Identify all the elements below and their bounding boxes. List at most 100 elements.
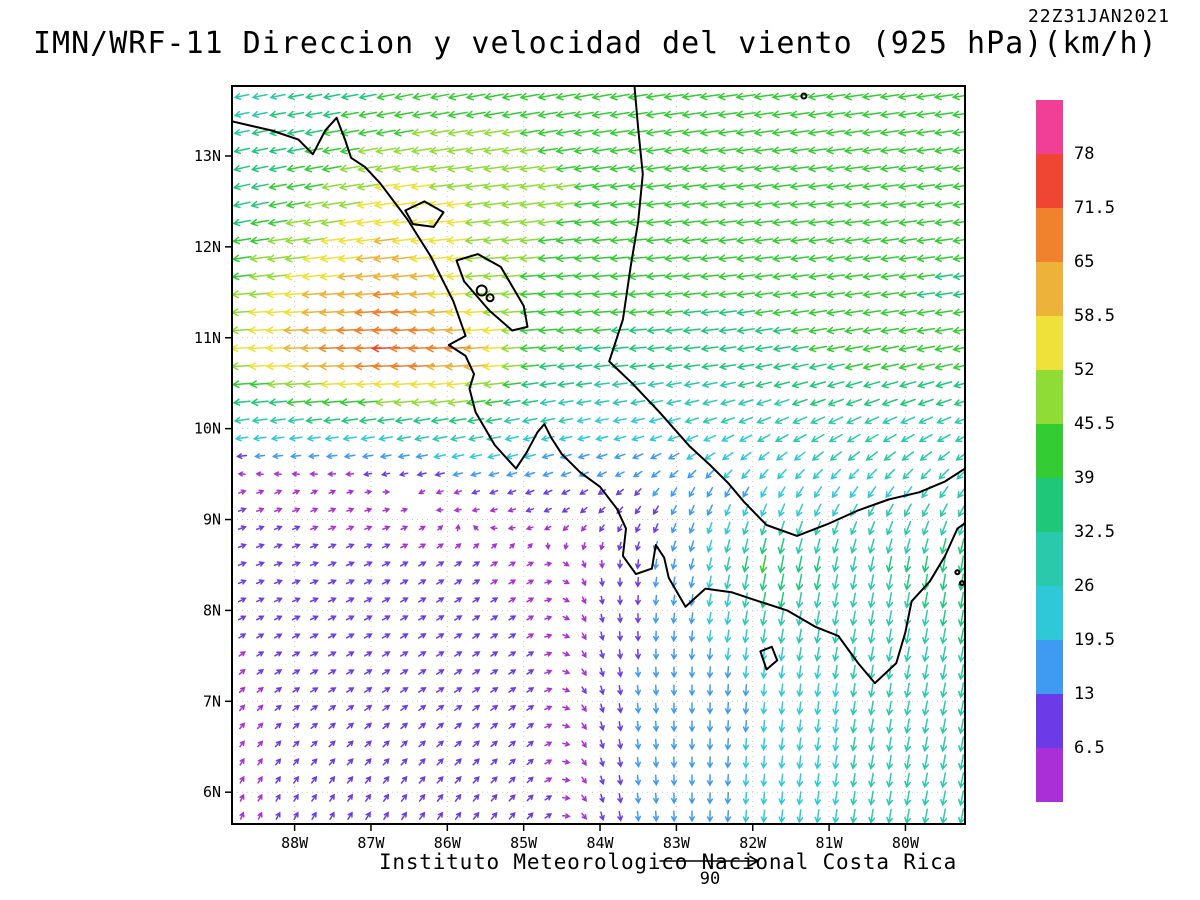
wind-arrow bbox=[922, 610, 930, 627]
wind-arrow bbox=[237, 579, 247, 585]
wind-arrow bbox=[760, 809, 768, 824]
wind-arrow bbox=[288, 434, 303, 442]
wind-arrow bbox=[237, 471, 246, 477]
wind-arrow bbox=[699, 182, 720, 191]
wind-arrow bbox=[897, 164, 918, 173]
wind-arrow bbox=[921, 591, 930, 609]
wind-arrow bbox=[580, 524, 587, 532]
wind-arrow bbox=[360, 434, 375, 442]
wind-arrow bbox=[371, 326, 400, 335]
wind-arrow bbox=[508, 615, 517, 621]
wind-arrow bbox=[683, 362, 701, 370]
wind-arrow bbox=[544, 777, 553, 783]
wind-arrow bbox=[885, 538, 893, 555]
wind-arrow bbox=[340, 110, 359, 119]
wind-arrow bbox=[523, 471, 536, 478]
wind-arrow bbox=[309, 471, 319, 477]
wind-arrow bbox=[939, 591, 948, 609]
wind-arrow bbox=[268, 182, 287, 191]
wind-arrow bbox=[688, 558, 695, 571]
wind-arrow bbox=[555, 272, 576, 281]
wind-arrow bbox=[778, 486, 786, 499]
wind-arrow bbox=[686, 452, 698, 460]
wind-arrow bbox=[320, 200, 343, 209]
wind-arrow bbox=[850, 736, 858, 752]
pacific-coastline bbox=[232, 116, 965, 685]
wind-arrow bbox=[274, 704, 282, 712]
wind-arrow bbox=[861, 146, 882, 155]
wind-arrow bbox=[663, 164, 684, 173]
wind-arrow bbox=[868, 503, 876, 518]
wind-arrow bbox=[537, 110, 558, 119]
wind-arrow bbox=[706, 702, 714, 715]
wind-arrow bbox=[670, 666, 678, 679]
wind-arrow bbox=[544, 795, 553, 801]
wind-arrow bbox=[376, 92, 395, 101]
wind-arrow bbox=[617, 720, 624, 732]
x-tick-label: 83W bbox=[663, 834, 691, 852]
wind-arrow bbox=[248, 362, 272, 371]
wind-arrow bbox=[843, 236, 864, 245]
wind-arrow bbox=[400, 507, 409, 513]
wind-arrow bbox=[742, 538, 749, 555]
wind-arrow bbox=[257, 793, 263, 802]
wind-arrow bbox=[742, 521, 749, 536]
wind-arrow bbox=[591, 128, 612, 137]
wind-arrow bbox=[670, 792, 678, 805]
wind-arrow bbox=[508, 776, 516, 784]
wind-arrow bbox=[862, 326, 882, 335]
wind-arrow bbox=[558, 435, 573, 442]
wind-arrow bbox=[453, 687, 463, 693]
wind-arrow bbox=[327, 651, 337, 657]
wind-arrow bbox=[429, 128, 450, 137]
wind-arrow bbox=[237, 543, 247, 549]
wind-arrow bbox=[667, 452, 680, 460]
wind-arrow bbox=[519, 236, 541, 245]
wind-arrow bbox=[850, 628, 858, 645]
wind-arrow bbox=[904, 592, 912, 609]
wind-arrow bbox=[328, 489, 337, 495]
wind-arrow bbox=[939, 520, 948, 537]
wind-arrow bbox=[355, 218, 380, 227]
wind-arrow bbox=[448, 416, 467, 425]
wind-arrow bbox=[232, 326, 253, 335]
wind-arrow bbox=[701, 399, 718, 406]
wind-arrow bbox=[617, 523, 623, 533]
wind-arrow bbox=[724, 592, 732, 608]
wind-arrow bbox=[904, 664, 912, 681]
wind-arrow bbox=[832, 754, 840, 770]
wind-arrow bbox=[382, 758, 390, 766]
wind-arrow bbox=[670, 756, 678, 769]
wind-arrow bbox=[897, 200, 918, 209]
wind-arrow bbox=[509, 543, 516, 549]
wind-arrow bbox=[562, 651, 571, 657]
wind-arrow bbox=[771, 92, 792, 101]
wind-arrow bbox=[814, 665, 822, 680]
wind-arrow bbox=[904, 808, 912, 824]
wind-arrow bbox=[301, 272, 326, 281]
wind-arrow bbox=[699, 92, 720, 101]
wind-arrow bbox=[375, 398, 397, 407]
wind-arrow bbox=[436, 579, 445, 585]
wind-arrow bbox=[724, 504, 731, 517]
wind-arrow bbox=[490, 740, 499, 748]
wind-arrow bbox=[724, 647, 732, 662]
wind-arrow bbox=[832, 592, 840, 609]
wind-arrow bbox=[346, 704, 355, 711]
wind-arrow bbox=[700, 326, 719, 335]
wind-arrow bbox=[760, 628, 768, 645]
wind-arrow bbox=[958, 754, 965, 771]
wind-arrow bbox=[825, 128, 846, 137]
wind-arrow bbox=[593, 398, 610, 406]
wind-arrow bbox=[428, 182, 451, 191]
wind-arrow bbox=[381, 651, 391, 657]
wind-arrow bbox=[832, 574, 840, 591]
wind-arrow bbox=[454, 615, 463, 621]
wind-arrow bbox=[346, 687, 355, 693]
wind-arrow bbox=[292, 669, 301, 675]
wind-arrow bbox=[375, 128, 396, 137]
wind-arrow bbox=[508, 579, 517, 585]
wind-arrow bbox=[742, 647, 750, 662]
wind-arrow bbox=[796, 737, 804, 752]
wind-arrow bbox=[861, 218, 882, 227]
